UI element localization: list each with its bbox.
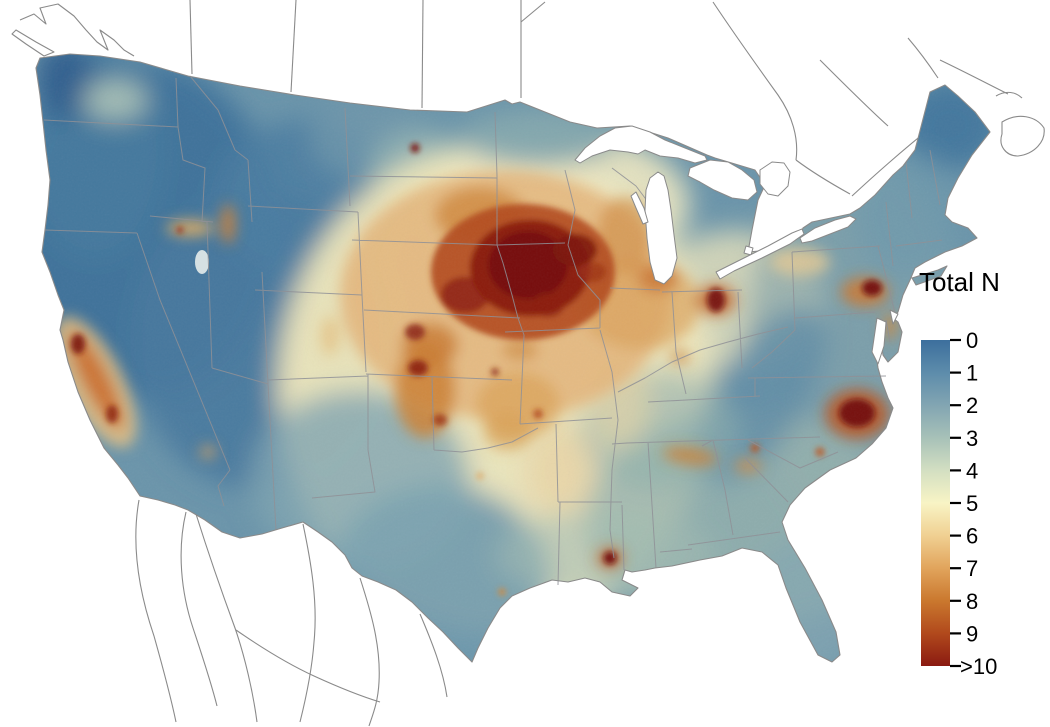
legend-tick-label: 1 <box>966 361 978 386</box>
delaware-bay <box>889 309 899 325</box>
lake-ontario <box>799 215 857 244</box>
great-salt-lake <box>195 250 209 274</box>
legend-tick-label: 9 <box>966 621 978 646</box>
legend: Total N 0 1 2 3 4 5 6 7 8 9 >10 <box>919 267 1000 679</box>
mexico-borders <box>135 499 448 727</box>
legend-tick-marks <box>950 338 961 668</box>
georgian-bay <box>759 161 791 197</box>
legend-title: Total N <box>919 267 1000 297</box>
legend-tick-label: 4 <box>966 458 978 483</box>
legend-tick-label: 5 <box>966 491 978 516</box>
legend-tick-label: 3 <box>966 426 978 451</box>
legend-tick-label: 7 <box>966 556 978 581</box>
legend-tick-label: 8 <box>966 589 978 614</box>
great-lakes <box>574 125 899 365</box>
legend-tick-label: >10 <box>960 654 997 679</box>
lake-superior <box>574 125 708 164</box>
state-borders <box>43 75 943 586</box>
green-bay <box>630 191 649 225</box>
legend-tick-label: 0 <box>966 328 978 353</box>
legend-tick-labels: 0 1 2 3 4 5 6 7 8 9 >10 <box>960 328 997 679</box>
lake-erie <box>715 228 805 280</box>
legend-tick-label: 2 <box>966 393 978 418</box>
lake-huron <box>687 159 758 201</box>
us-outline <box>35 53 991 663</box>
legend-colorbar <box>921 340 950 666</box>
chesapeake-bay <box>871 317 887 365</box>
legend-tick-label: 6 <box>966 524 978 549</box>
